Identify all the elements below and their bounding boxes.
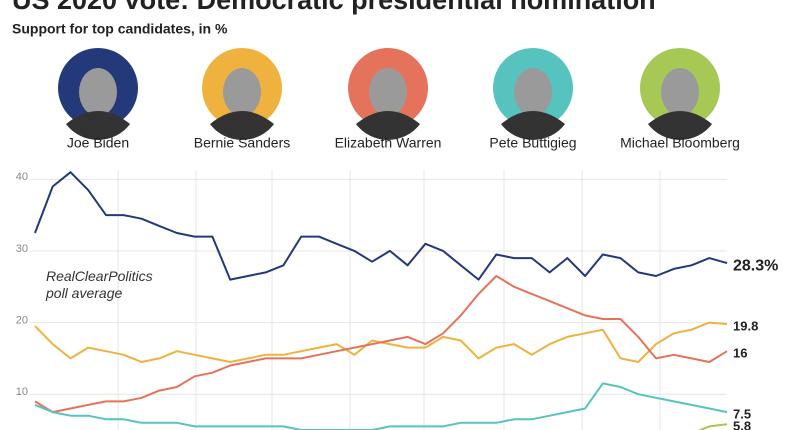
end-label: 7.5 [733,407,751,422]
portrait-face [79,68,117,116]
end-label: 5.8 [733,419,751,430]
portrait-body [66,111,130,141]
end-label: 16 [733,346,747,361]
legend-label: Elizabeth Warren [335,135,442,151]
annotation: RealClearPolitics poll average [45,268,153,301]
y-tick-label: 10 [16,386,28,398]
chart-subtitle: Support for top candidates, in % [12,21,228,37]
legend-label: Pete Buttigieg [489,135,576,151]
series-line [697,423,728,430]
chart-title: US 2020 vote: Democratic presidential no… [12,0,656,15]
y-tick-label: 20 [16,314,28,326]
legend-label: Joe Biden [67,135,129,151]
vertical-grid [117,170,661,430]
portrait-face [369,68,407,116]
portrait-body [210,111,274,140]
legend-label: Bernie Sanders [194,135,291,151]
portrait-body [648,111,712,141]
portrait-body [501,111,565,140]
legend-label: Michael Bloomberg [620,135,740,151]
portrait-face [223,68,261,116]
portrait-body [356,111,420,140]
y-tick-label: 40 [16,171,28,183]
end-label: 28.3% [733,257,778,274]
end-label: 19.8 [733,318,758,333]
series-line [34,382,728,430]
series-line [34,171,728,281]
portrait-face [661,68,699,116]
series-line [34,275,728,414]
portrait-face [514,68,552,116]
y-tick-label: 30 [16,243,28,255]
plot-area [34,171,728,430]
